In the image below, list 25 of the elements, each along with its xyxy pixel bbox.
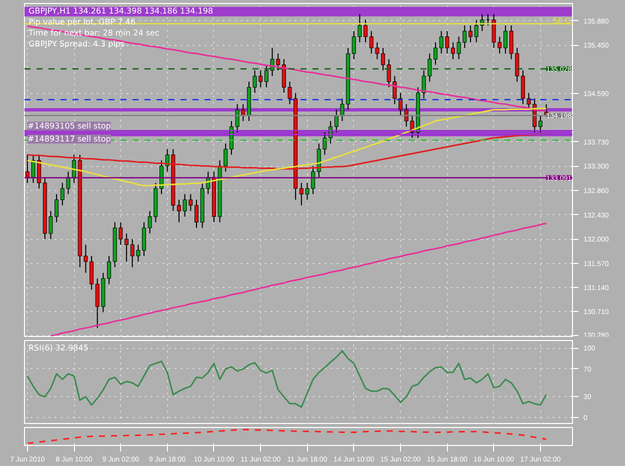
candlestick xyxy=(369,30,374,54)
candlestick xyxy=(90,255,94,290)
candlestick xyxy=(107,255,112,285)
candlestick xyxy=(124,232,129,262)
candlestick xyxy=(538,114,542,133)
candlestick xyxy=(311,166,316,195)
candlestick xyxy=(434,42,438,66)
candlestick xyxy=(84,244,88,274)
candlestick xyxy=(60,182,64,206)
candlestick xyxy=(428,53,432,82)
candlestick xyxy=(142,222,146,256)
candlestick xyxy=(404,104,408,128)
ref-line-label: #14893105 sell stop xyxy=(28,122,111,131)
candlestick xyxy=(322,132,327,156)
chart-title: GBPJPY,H1 134.261 134.398 134.186 134.198 xyxy=(28,6,214,16)
candlestick xyxy=(66,171,70,195)
annotation: GBPJPY Spread: 4.3 pips xyxy=(28,40,125,48)
candlestick xyxy=(224,143,228,172)
ref-line-label: #14893117 sell stop xyxy=(28,134,111,144)
line-series xyxy=(50,222,548,337)
candlestick xyxy=(422,70,426,100)
line-series xyxy=(26,350,548,408)
chart-title: RSI(6) 32.9845 xyxy=(28,344,88,352)
candlestick xyxy=(515,47,520,82)
candlestick xyxy=(334,109,338,133)
